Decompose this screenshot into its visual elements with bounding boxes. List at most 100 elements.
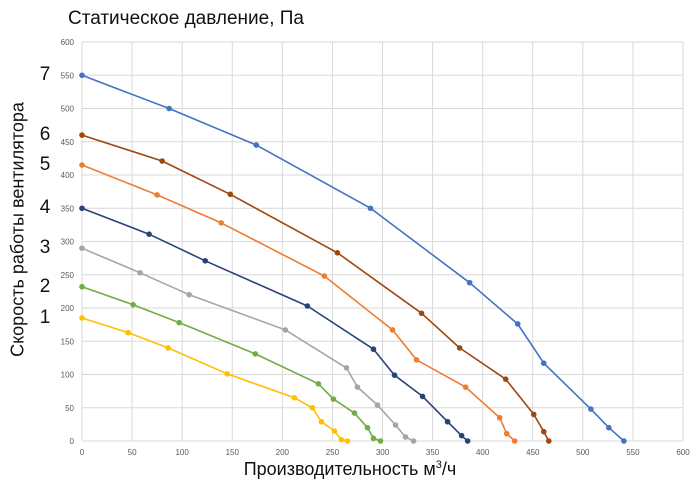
data-point bbox=[165, 345, 171, 351]
data-point bbox=[621, 438, 627, 444]
data-point bbox=[224, 371, 231, 377]
data-point bbox=[462, 384, 469, 390]
data-point bbox=[370, 435, 377, 442]
data-point bbox=[456, 345, 463, 351]
y-tick-label: 200 bbox=[61, 304, 75, 313]
series-speed-7 bbox=[79, 72, 627, 444]
data-point bbox=[253, 142, 260, 148]
data-point bbox=[166, 105, 172, 112]
y-tick-label: 100 bbox=[61, 371, 75, 380]
data-point bbox=[402, 434, 409, 440]
data-point bbox=[79, 205, 85, 212]
data-point bbox=[530, 411, 537, 418]
speed-label-1: 1 bbox=[39, 306, 51, 328]
data-point bbox=[176, 319, 182, 326]
data-point bbox=[503, 430, 510, 437]
data-point bbox=[464, 438, 471, 444]
y-axis-label: Скорость работы вентилятора bbox=[7, 102, 28, 357]
data-point bbox=[338, 436, 345, 443]
y-tick-label: 250 bbox=[61, 271, 75, 280]
data-point bbox=[410, 438, 417, 444]
data-point bbox=[146, 231, 152, 237]
x-tick-label: 250 bbox=[326, 448, 340, 457]
speed-label-6: 6 bbox=[39, 124, 51, 146]
data-point bbox=[545, 438, 552, 444]
data-point bbox=[315, 381, 322, 387]
data-point bbox=[343, 365, 350, 371]
data-point bbox=[511, 438, 518, 444]
data-point bbox=[137, 269, 143, 276]
data-point bbox=[186, 291, 192, 298]
series-line bbox=[81, 317, 348, 442]
data-point bbox=[79, 72, 85, 79]
data-point bbox=[444, 418, 451, 425]
data-point bbox=[227, 191, 234, 198]
y-tick-label: 550 bbox=[61, 71, 75, 80]
data-point bbox=[540, 428, 547, 435]
series-line bbox=[81, 207, 469, 442]
speed-label-2: 2 bbox=[39, 275, 51, 297]
speed-label-5: 5 bbox=[39, 154, 51, 176]
x-tick-label: 200 bbox=[276, 448, 290, 457]
data-point bbox=[367, 205, 374, 212]
data-point bbox=[79, 283, 85, 290]
speed-label-4: 4 bbox=[39, 197, 51, 219]
y-tick-label: 350 bbox=[61, 204, 75, 213]
series-line bbox=[81, 74, 625, 442]
data-point bbox=[321, 273, 328, 279]
speed-label-3: 3 bbox=[39, 237, 51, 259]
x-axis-label-tail: /ч bbox=[441, 459, 457, 479]
y-tick-label: 600 bbox=[61, 38, 75, 47]
x-tick-label: 550 bbox=[626, 448, 640, 457]
y-tick-label: 500 bbox=[61, 105, 75, 114]
x-tick-label: 350 bbox=[426, 448, 440, 457]
data-point bbox=[458, 432, 465, 439]
data-point bbox=[514, 321, 521, 327]
x-tick-label: 0 bbox=[80, 448, 85, 457]
data-point bbox=[496, 414, 503, 421]
chart-series bbox=[79, 72, 627, 444]
data-point bbox=[79, 315, 85, 321]
data-point bbox=[334, 250, 341, 256]
data-point bbox=[391, 372, 398, 378]
data-point bbox=[79, 132, 85, 138]
data-point bbox=[130, 301, 136, 308]
series-speed-6 bbox=[79, 132, 552, 444]
data-point bbox=[364, 424, 371, 431]
x-tick-label: 50 bbox=[128, 448, 137, 457]
x-tick-label: 600 bbox=[676, 448, 690, 457]
series-line bbox=[81, 247, 414, 442]
series-line bbox=[81, 285, 381, 442]
x-tick-label: 400 bbox=[476, 448, 490, 457]
data-point bbox=[344, 438, 351, 444]
y-tick-label: 300 bbox=[61, 238, 75, 247]
series-speed-4 bbox=[79, 205, 471, 444]
x-axis-label-sup: 3 bbox=[435, 459, 442, 471]
data-point bbox=[588, 406, 594, 412]
series-speed-5 bbox=[79, 162, 518, 444]
data-point bbox=[466, 279, 473, 286]
x-tick-label: 100 bbox=[175, 448, 189, 457]
data-point bbox=[370, 346, 377, 353]
data-point bbox=[282, 327, 289, 333]
data-point bbox=[540, 360, 547, 366]
x-axis-label-main: Производительность м bbox=[243, 459, 436, 479]
series-line bbox=[81, 134, 550, 442]
speed-label-7: 7 bbox=[39, 64, 51, 86]
series-line bbox=[81, 164, 516, 442]
series-speed-1 bbox=[79, 315, 351, 444]
chart-grid bbox=[81, 41, 684, 442]
series-speed-2 bbox=[79, 283, 384, 444]
data-point bbox=[351, 410, 358, 416]
y-tick-label: 50 bbox=[65, 404, 74, 413]
x-tick-label: 300 bbox=[376, 448, 390, 457]
data-point bbox=[413, 357, 420, 363]
data-point bbox=[291, 394, 298, 401]
data-point bbox=[389, 327, 396, 333]
y-tick-label: 0 bbox=[70, 437, 75, 446]
data-point bbox=[304, 303, 311, 309]
axis-ticks: 0 50 100 150 200 250 300 350 400 450 500 550 600 0 50 1… bbox=[61, 38, 691, 457]
data-point bbox=[392, 422, 399, 428]
y-tick-label: 400 bbox=[61, 171, 75, 180]
